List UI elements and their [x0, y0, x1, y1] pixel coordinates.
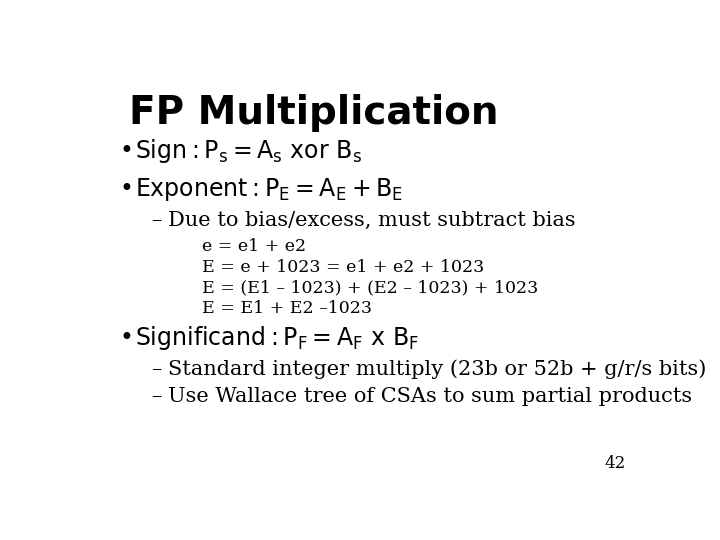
Text: $\mathrm{Exponent: P_E = A_E + B_E}$: $\mathrm{Exponent: P_E = A_E + B_E}$	[135, 176, 403, 203]
Text: FP Multiplication: FP Multiplication	[129, 94, 498, 132]
Text: –: –	[151, 360, 162, 380]
Text: –: –	[151, 211, 162, 230]
Text: –: –	[151, 387, 162, 407]
Text: Use Wallace tree of CSAs to sum partial products: Use Wallace tree of CSAs to sum partial …	[168, 387, 692, 407]
Text: Due to bias/excess, must subtract bias: Due to bias/excess, must subtract bias	[168, 211, 576, 230]
Text: E = E1 + E2 –1023: E = E1 + E2 –1023	[202, 300, 372, 318]
Text: E = e + 1023 = e1 + e2 + 1023: E = e + 1023 = e1 + e2 + 1023	[202, 259, 484, 276]
Text: •: •	[119, 177, 133, 201]
Text: E = (E1 – 1023) + (E2 – 1023) + 1023: E = (E1 – 1023) + (E2 – 1023) + 1023	[202, 280, 538, 296]
Text: e = e1 + e2: e = e1 + e2	[202, 238, 306, 255]
Text: Standard integer multiply (23b or 52b + g/r/s bits): Standard integer multiply (23b or 52b + …	[168, 360, 706, 380]
Text: •: •	[119, 139, 133, 164]
Text: •: •	[119, 327, 133, 350]
Text: 42: 42	[604, 455, 626, 472]
Text: $\mathrm{Sign: P_s = A_s\ xor\ B_s}$: $\mathrm{Sign: P_s = A_s\ xor\ B_s}$	[135, 137, 361, 165]
Text: $\mathrm{Significand: P_F = A_F\ x\ B_F}$: $\mathrm{Significand: P_F = A_F\ x\ B_F}…	[135, 325, 419, 353]
